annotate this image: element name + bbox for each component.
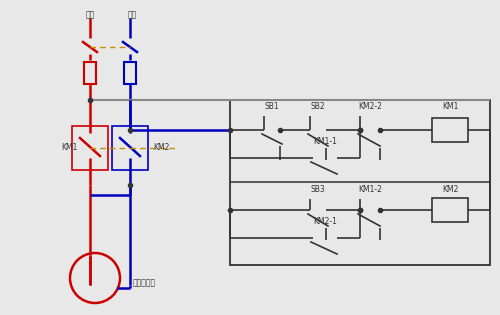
Text: KM2-2: KM2-2 <box>358 102 382 111</box>
Text: 直流电动机: 直流电动机 <box>133 278 156 288</box>
Bar <box>84 62 96 84</box>
Text: SB1: SB1 <box>264 102 280 111</box>
Bar <box>124 62 136 84</box>
Text: SB2: SB2 <box>310 102 326 111</box>
Bar <box>432 118 468 142</box>
Bar <box>230 100 490 265</box>
Bar <box>72 126 108 170</box>
Text: KM2-1: KM2-1 <box>313 217 337 226</box>
Text: KM2: KM2 <box>154 144 170 152</box>
Text: 负极: 负极 <box>128 10 136 19</box>
Bar <box>432 198 468 222</box>
Text: SB3: SB3 <box>310 185 326 194</box>
Text: KM1: KM1 <box>62 144 78 152</box>
Text: 正极: 正极 <box>86 10 94 19</box>
Text: KM1-2: KM1-2 <box>358 185 382 194</box>
Text: KM1-1: KM1-1 <box>313 137 337 146</box>
Bar <box>112 126 148 170</box>
Text: KM1: KM1 <box>442 102 458 111</box>
Text: KM2: KM2 <box>442 185 458 194</box>
